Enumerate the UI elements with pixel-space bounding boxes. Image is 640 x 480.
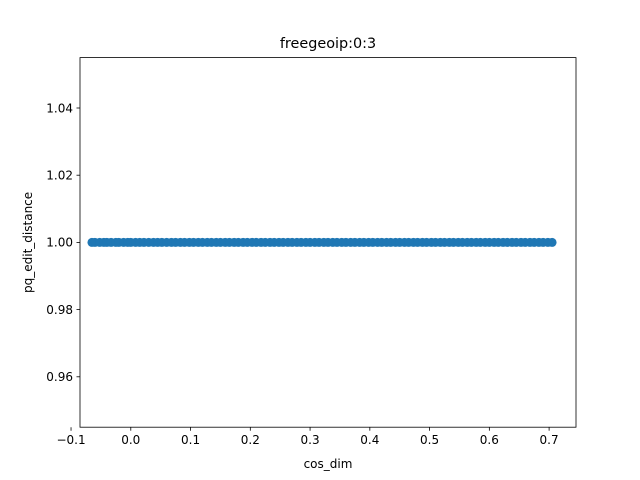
y-tick-label: 1.04 (46, 101, 73, 115)
x-tick-label: −0.1 (56, 433, 85, 447)
x-tick-label: 0.4 (360, 433, 379, 447)
x-tick-label: 0.3 (301, 433, 320, 447)
x-tick-label: 0.7 (540, 433, 559, 447)
y-axis-label: pq_edit_distance (21, 192, 35, 293)
x-axis-label: cos_dim (304, 457, 353, 471)
y-tick-label: 1.00 (46, 236, 73, 250)
chart-title: freegeoip:0:3 (280, 36, 376, 52)
y-tick-label: 0.96 (46, 370, 73, 384)
data-point (547, 237, 557, 247)
x-tick-label: 0.1 (181, 433, 200, 447)
x-tick-label: 0.0 (121, 433, 140, 447)
y-axis: 0.96 0.98 1.00 1.02 1.04 (46, 101, 80, 384)
x-axis: −0.1 0.0 0.1 0.2 0.3 0.4 0.5 0.6 0.7 (56, 427, 559, 447)
y-tick-label: 1.02 (46, 169, 73, 183)
x-tick-label: 0.2 (241, 433, 260, 447)
x-tick-label: 0.5 (420, 433, 439, 447)
y-tick-label: 0.98 (46, 303, 73, 317)
data-points (87, 237, 557, 247)
x-tick-label: 0.6 (480, 433, 499, 447)
